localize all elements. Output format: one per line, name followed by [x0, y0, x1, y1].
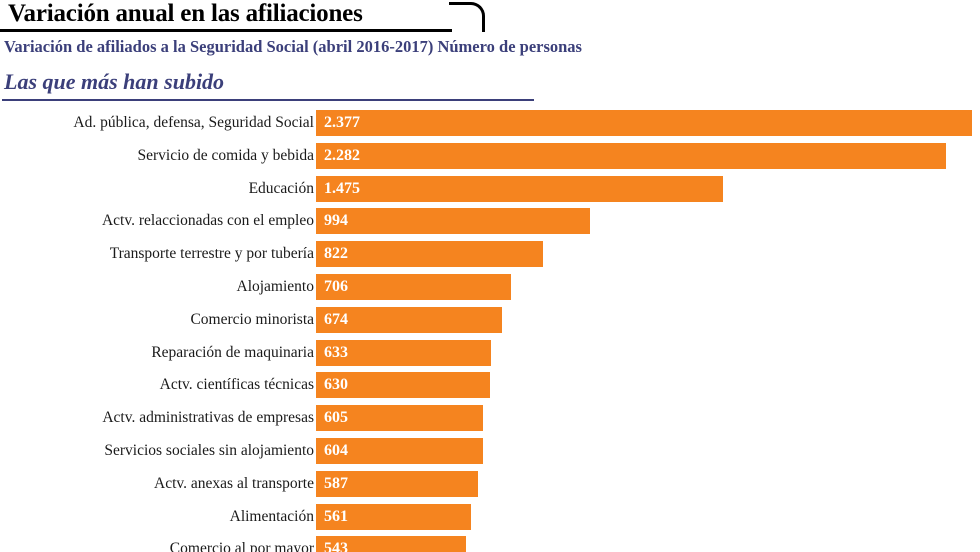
bar — [316, 273, 511, 300]
bar-track: 633 — [316, 339, 980, 366]
category-label: Actv. administrativas de empresas — [102, 409, 314, 427]
chart-row: Transporte terrestre y por tubería 822 — [0, 241, 980, 274]
bar-value-label: 605 — [324, 409, 348, 427]
section-underline — [2, 99, 534, 101]
bar-chart: Ad. pública, defensa, Seguridad Social 2.… — [0, 110, 980, 552]
bar-track: 2.282 — [316, 142, 980, 169]
chart-row: Servicio de comida y bebida 2.282 — [0, 142, 980, 176]
bar-track: 605 — [316, 405, 980, 432]
chart-row: Actv. administrativas de empresas 605 — [0, 405, 980, 438]
bar — [316, 241, 543, 268]
chart-row: Reparación de maquinaria 633 — [0, 339, 980, 373]
bar-track: 561 — [316, 503, 980, 530]
bar — [316, 372, 490, 399]
title-underline — [0, 29, 452, 32]
bar-track: 604 — [316, 437, 980, 464]
bar — [316, 175, 724, 202]
chart-row: Actv. relaccionadas con el empleo 994 — [0, 208, 980, 241]
bar-track: 587 — [316, 470, 980, 497]
chart-row: Comercio minorista 674 — [0, 306, 980, 340]
bar — [316, 503, 471, 530]
chart-row: Actv. anexas al transporte 587 — [0, 470, 980, 504]
bar-track: 1.475 — [316, 175, 980, 202]
bar-value-label: 2.282 — [324, 146, 360, 164]
bar-value-label: 630 — [324, 376, 348, 394]
bar-track: 630 — [316, 372, 980, 399]
bar-value-label: 674 — [324, 310, 348, 328]
bar-track: 2.377 — [316, 110, 980, 136]
bar — [316, 536, 466, 552]
bar-value-label: 633 — [324, 343, 348, 361]
bar-value-label: 1.475 — [324, 179, 360, 197]
category-label: Alojamiento — [236, 277, 315, 295]
title-bracket-decoration — [449, 2, 485, 32]
category-label: Comercio minorista — [190, 310, 314, 328]
bar — [316, 306, 502, 333]
category-label: Alimentación — [229, 507, 314, 525]
category-label: Transporte terrestre y por tubería — [109, 245, 314, 263]
section-title: Las que más han subido — [4, 69, 225, 94]
chart-row: Comercio al por mayor 543 — [0, 536, 980, 552]
bar-value-label: 561 — [324, 507, 348, 525]
category-label: Servicios sociales sin alojamiento — [104, 441, 314, 459]
chart-row: Educación 1.475 — [0, 175, 980, 209]
category-label: Comercio al por mayor — [169, 540, 314, 552]
category-label: Actv. científicas técnicas — [159, 376, 314, 394]
bar-track: 706 — [316, 273, 980, 300]
bar-track: 674 — [316, 306, 980, 333]
bar-value-label: 543 — [324, 540, 348, 552]
category-label: Educación — [248, 179, 314, 197]
bar — [316, 208, 591, 235]
bar-track: 543 — [316, 536, 980, 552]
bar-value-label: 822 — [324, 245, 348, 263]
bar-value-label: 604 — [324, 441, 348, 459]
bar-value-label: 706 — [324, 277, 348, 295]
bar — [316, 470, 478, 497]
chart-row: Alojamiento 706 — [0, 273, 980, 307]
page-subtitle: Variación de afiliados a la Seguridad So… — [4, 37, 582, 56]
chart-row: Alimentación 561 — [0, 503, 980, 537]
category-label: Servicio de comida y bebida — [137, 146, 314, 164]
bar-track: 994 — [316, 208, 980, 235]
bar-value-label: 2.377 — [324, 114, 360, 131]
bar — [316, 405, 483, 432]
chart-row: Actv. científicas técnicas 630 — [0, 372, 980, 405]
bar-value-label: 587 — [324, 474, 348, 492]
category-label: Actv. relaccionadas con el empleo — [101, 212, 314, 230]
bar-track: 822 — [316, 241, 980, 268]
category-label: Actv. anexas al transporte — [154, 474, 314, 492]
chart-row: Ad. pública, defensa, Seguridad Social 2.… — [0, 110, 980, 143]
bar — [316, 110, 972, 136]
bar — [316, 339, 491, 366]
bar-value-label: 994 — [324, 212, 348, 230]
chart-row: Servicios sociales sin alojamiento 604 — [0, 437, 980, 471]
bar — [316, 142, 946, 169]
page-title: Variación anual en las afiliaciones — [8, 0, 363, 27]
bar — [316, 437, 483, 464]
category-label: Reparación de maquinaria — [151, 343, 314, 361]
category-label: Ad. pública, defensa, Seguridad Social — [73, 114, 314, 131]
